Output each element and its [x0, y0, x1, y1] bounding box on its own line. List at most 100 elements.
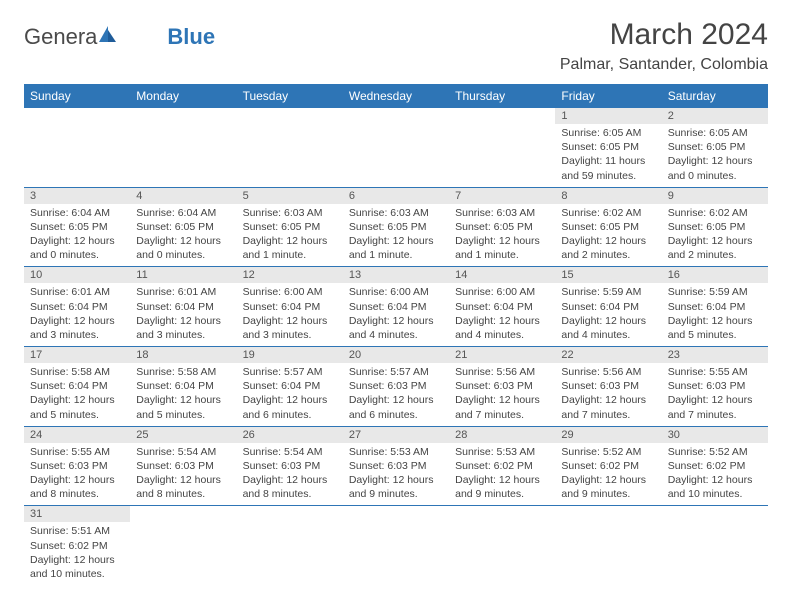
day-number: 16	[662, 267, 768, 283]
calendar-day-cell	[130, 108, 236, 187]
calendar-day-cell: 1Sunrise: 6:05 AMSunset: 6:05 PMDaylight…	[555, 108, 661, 187]
location: Palmar, Santander, Colombia	[560, 56, 768, 74]
day-number: 24	[24, 427, 130, 443]
day-content: Sunrise: 5:56 AMSunset: 6:03 PMDaylight:…	[555, 363, 661, 426]
calendar-day-cell	[343, 506, 449, 585]
calendar-day-cell	[449, 506, 555, 585]
day-number: 1	[555, 108, 661, 124]
calendar-day-cell	[662, 506, 768, 585]
day-content: Sunrise: 5:51 AMSunset: 6:02 PMDaylight:…	[24, 522, 130, 585]
calendar-day-cell: 2Sunrise: 6:05 AMSunset: 6:05 PMDaylight…	[662, 108, 768, 187]
day-number: 19	[237, 347, 343, 363]
weekday-header: Tuesday	[237, 84, 343, 108]
calendar-day-cell	[237, 506, 343, 585]
calendar-day-cell: 24Sunrise: 5:55 AMSunset: 6:03 PMDayligh…	[24, 426, 130, 506]
day-number: 27	[343, 427, 449, 443]
title-block: March 2024 Palmar, Santander, Colombia	[560, 18, 768, 74]
day-content: Sunrise: 6:04 AMSunset: 6:05 PMDaylight:…	[130, 204, 236, 267]
weekday-header: Sunday	[24, 84, 130, 108]
day-content: Sunrise: 6:04 AMSunset: 6:05 PMDaylight:…	[24, 204, 130, 267]
day-number: 23	[662, 347, 768, 363]
day-content: Sunrise: 5:52 AMSunset: 6:02 PMDaylight:…	[662, 443, 768, 506]
calendar-day-cell: 8Sunrise: 6:02 AMSunset: 6:05 PMDaylight…	[555, 187, 661, 267]
calendar-day-cell: 12Sunrise: 6:00 AMSunset: 6:04 PMDayligh…	[237, 267, 343, 347]
calendar-day-cell: 29Sunrise: 5:52 AMSunset: 6:02 PMDayligh…	[555, 426, 661, 506]
day-content: Sunrise: 6:03 AMSunset: 6:05 PMDaylight:…	[449, 204, 555, 267]
calendar-week-row: 31Sunrise: 5:51 AMSunset: 6:02 PMDayligh…	[24, 506, 768, 585]
day-content: Sunrise: 5:59 AMSunset: 6:04 PMDaylight:…	[555, 283, 661, 346]
day-content: Sunrise: 6:00 AMSunset: 6:04 PMDaylight:…	[237, 283, 343, 346]
day-number: 25	[130, 427, 236, 443]
day-content: Sunrise: 6:01 AMSunset: 6:04 PMDaylight:…	[130, 283, 236, 346]
calendar-day-cell: 27Sunrise: 5:53 AMSunset: 6:03 PMDayligh…	[343, 426, 449, 506]
calendar-week-row: 10Sunrise: 6:01 AMSunset: 6:04 PMDayligh…	[24, 267, 768, 347]
calendar-day-cell: 5Sunrise: 6:03 AMSunset: 6:05 PMDaylight…	[237, 187, 343, 267]
weekday-header: Wednesday	[343, 84, 449, 108]
logo: Genera Blue	[24, 24, 215, 50]
day-content: Sunrise: 5:54 AMSunset: 6:03 PMDaylight:…	[130, 443, 236, 506]
calendar-day-cell	[555, 506, 661, 585]
day-number: 2	[662, 108, 768, 124]
day-content: Sunrise: 5:57 AMSunset: 6:04 PMDaylight:…	[237, 363, 343, 426]
logo-part2: Blue	[167, 24, 215, 50]
day-number: 18	[130, 347, 236, 363]
day-number: 6	[343, 188, 449, 204]
day-content: Sunrise: 6:01 AMSunset: 6:04 PMDaylight:…	[24, 283, 130, 346]
calendar-day-cell: 6Sunrise: 6:03 AMSunset: 6:05 PMDaylight…	[343, 187, 449, 267]
day-content: Sunrise: 5:55 AMSunset: 6:03 PMDaylight:…	[24, 443, 130, 506]
day-number: 28	[449, 427, 555, 443]
calendar-day-cell: 15Sunrise: 5:59 AMSunset: 6:04 PMDayligh…	[555, 267, 661, 347]
day-number: 26	[237, 427, 343, 443]
day-content: Sunrise: 5:57 AMSunset: 6:03 PMDaylight:…	[343, 363, 449, 426]
day-number: 10	[24, 267, 130, 283]
calendar-day-cell: 28Sunrise: 5:53 AMSunset: 6:02 PMDayligh…	[449, 426, 555, 506]
day-content: Sunrise: 5:52 AMSunset: 6:02 PMDaylight:…	[555, 443, 661, 506]
header: Genera Blue March 2024 Palmar, Santander,…	[24, 18, 768, 74]
day-number: 9	[662, 188, 768, 204]
calendar-day-cell: 3Sunrise: 6:04 AMSunset: 6:05 PMDaylight…	[24, 187, 130, 267]
day-content: Sunrise: 6:02 AMSunset: 6:05 PMDaylight:…	[662, 204, 768, 267]
weekday-header: Saturday	[662, 84, 768, 108]
day-number: 12	[237, 267, 343, 283]
day-content: Sunrise: 6:05 AMSunset: 6:05 PMDaylight:…	[662, 124, 768, 187]
logo-part1: Genera	[24, 24, 97, 50]
day-content: Sunrise: 5:58 AMSunset: 6:04 PMDaylight:…	[24, 363, 130, 426]
calendar-day-cell: 30Sunrise: 5:52 AMSunset: 6:02 PMDayligh…	[662, 426, 768, 506]
calendar-week-row: 3Sunrise: 6:04 AMSunset: 6:05 PMDaylight…	[24, 187, 768, 267]
calendar-table: SundayMondayTuesdayWednesdayThursdayFrid…	[24, 84, 768, 585]
calendar-week-row: 1Sunrise: 6:05 AMSunset: 6:05 PMDaylight…	[24, 108, 768, 187]
calendar-day-cell	[24, 108, 130, 187]
calendar-day-cell: 9Sunrise: 6:02 AMSunset: 6:05 PMDaylight…	[662, 187, 768, 267]
calendar-day-cell: 16Sunrise: 5:59 AMSunset: 6:04 PMDayligh…	[662, 267, 768, 347]
calendar-week-row: 17Sunrise: 5:58 AMSunset: 6:04 PMDayligh…	[24, 347, 768, 427]
calendar-day-cell: 31Sunrise: 5:51 AMSunset: 6:02 PMDayligh…	[24, 506, 130, 585]
day-number: 5	[237, 188, 343, 204]
day-number: 30	[662, 427, 768, 443]
day-content: Sunrise: 5:54 AMSunset: 6:03 PMDaylight:…	[237, 443, 343, 506]
day-content: Sunrise: 6:03 AMSunset: 6:05 PMDaylight:…	[237, 204, 343, 267]
calendar-week-row: 24Sunrise: 5:55 AMSunset: 6:03 PMDayligh…	[24, 426, 768, 506]
calendar-day-cell	[130, 506, 236, 585]
day-content: Sunrise: 5:53 AMSunset: 6:03 PMDaylight:…	[343, 443, 449, 506]
day-number: 7	[449, 188, 555, 204]
day-number: 31	[24, 506, 130, 522]
day-content: Sunrise: 6:02 AMSunset: 6:05 PMDaylight:…	[555, 204, 661, 267]
day-number: 22	[555, 347, 661, 363]
calendar-day-cell: 10Sunrise: 6:01 AMSunset: 6:04 PMDayligh…	[24, 267, 130, 347]
calendar-day-cell: 13Sunrise: 6:00 AMSunset: 6:04 PMDayligh…	[343, 267, 449, 347]
day-number: 14	[449, 267, 555, 283]
day-number: 15	[555, 267, 661, 283]
day-number: 4	[130, 188, 236, 204]
day-number: 8	[555, 188, 661, 204]
logo-sail-icon	[99, 22, 117, 48]
day-content: Sunrise: 5:53 AMSunset: 6:02 PMDaylight:…	[449, 443, 555, 506]
calendar-body: 1Sunrise: 6:05 AMSunset: 6:05 PMDaylight…	[24, 108, 768, 585]
day-number: 20	[343, 347, 449, 363]
day-number: 21	[449, 347, 555, 363]
calendar-day-cell: 18Sunrise: 5:58 AMSunset: 6:04 PMDayligh…	[130, 347, 236, 427]
day-content: Sunrise: 5:55 AMSunset: 6:03 PMDaylight:…	[662, 363, 768, 426]
day-number: 17	[24, 347, 130, 363]
day-number: 3	[24, 188, 130, 204]
calendar-day-cell: 21Sunrise: 5:56 AMSunset: 6:03 PMDayligh…	[449, 347, 555, 427]
weekday-header-row: SundayMondayTuesdayWednesdayThursdayFrid…	[24, 84, 768, 108]
